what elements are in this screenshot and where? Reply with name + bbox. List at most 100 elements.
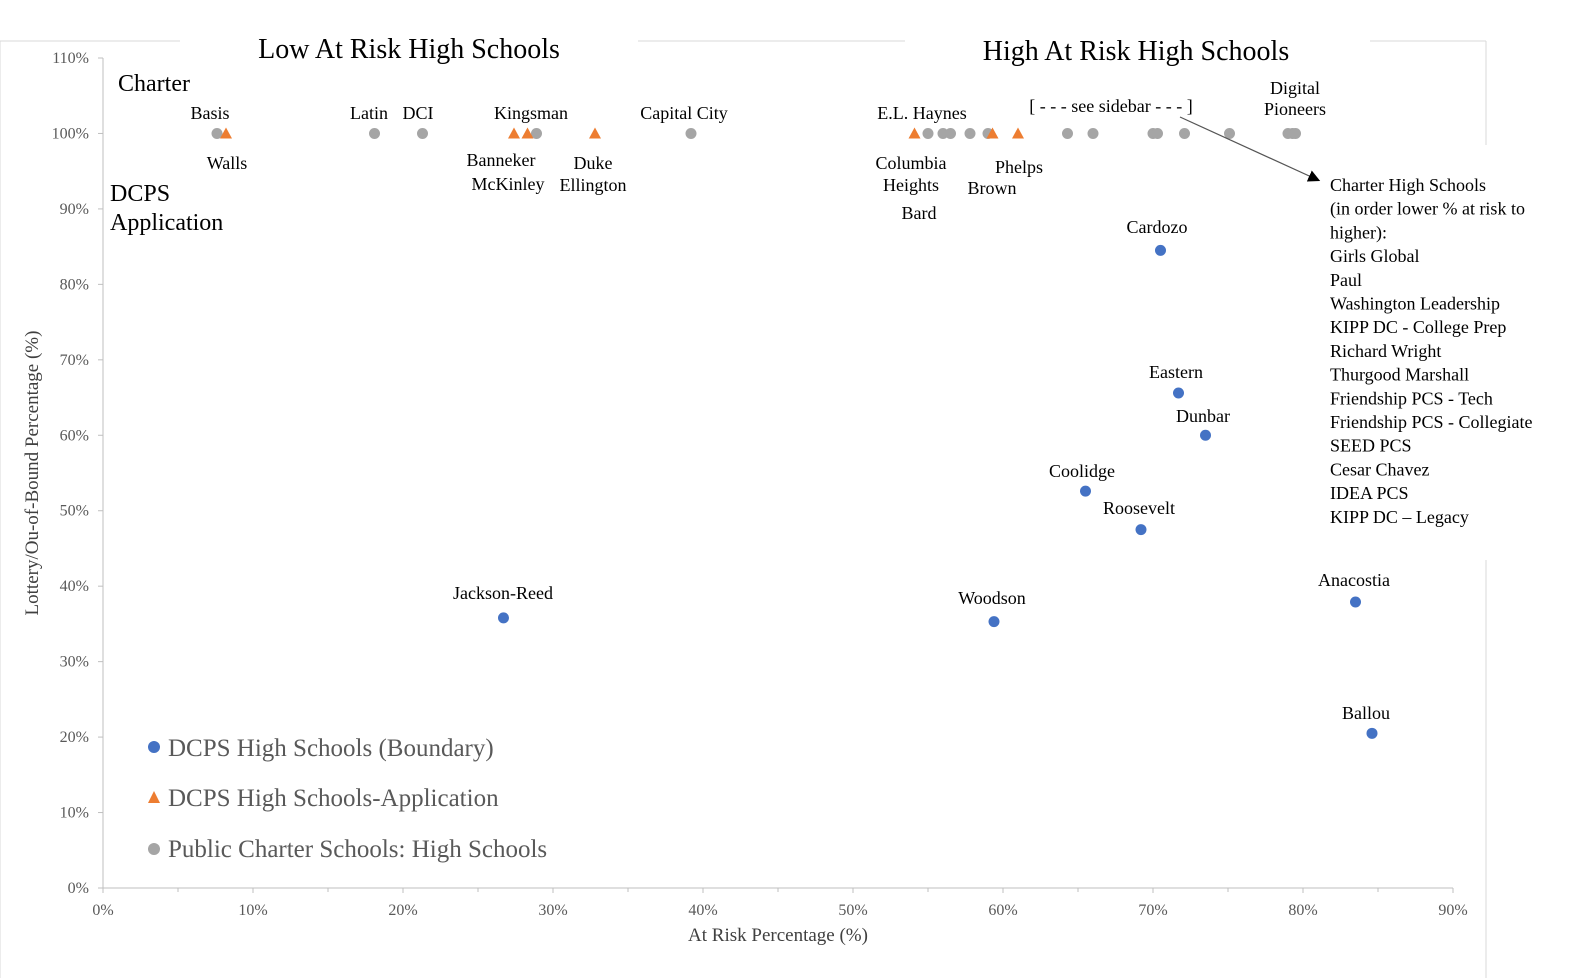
point-label-dci: DCI: [403, 103, 434, 123]
point-label-woodson: Woodson: [958, 588, 1026, 608]
data-point: [986, 127, 999, 139]
point-label-heights: Heights: [883, 175, 939, 195]
point-label-jackson-reed: Jackson-Reed: [453, 583, 553, 603]
point-label-eastern: Eastern: [1149, 362, 1203, 382]
data-point: [1155, 244, 1166, 256]
y-tick-label: 50%: [60, 503, 89, 520]
sidebar-arrow: [1179, 116, 1321, 182]
sidebar-line: Richard Wright: [1330, 341, 1441, 361]
point-label-cardozo: Cardozo: [1127, 217, 1188, 237]
data-point: [685, 127, 697, 139]
point-label-kingsman: Kingsman: [494, 103, 568, 123]
sidebar-line: Paul: [1330, 270, 1362, 290]
data-point: [521, 127, 534, 139]
data-point: [1173, 387, 1184, 399]
data-point: [1224, 127, 1235, 139]
sidebar-line: higher):: [1330, 222, 1387, 243]
x-axis-ticks: 0% 10% 20% 30% 40% 50% 60% 70% 80% 90%: [92, 888, 1468, 919]
data-point: [508, 127, 520, 139]
data-point: [589, 127, 601, 139]
data-point: [220, 127, 232, 139]
sidebar-line: Cesar Chavez: [1330, 459, 1429, 479]
point-label-see-sidebar: [ - - - see sidebar - - - ]: [1029, 96, 1192, 116]
sidebar-line: SEED PCS: [1330, 436, 1412, 456]
sidebar-line: Thurgood Marshall: [1330, 365, 1469, 385]
sidebar-line: (in order lower % at risk to: [1330, 199, 1525, 220]
data-point: [1080, 485, 1091, 497]
data-point: [964, 127, 976, 139]
point-label-coolidge: Coolidge: [1049, 461, 1115, 481]
point-label-ellington: Ellington: [560, 175, 627, 195]
sidebar-line: IDEA PCS: [1330, 483, 1409, 503]
application-group-label: Application: [110, 210, 223, 236]
x-tick-label: 0%: [92, 902, 113, 919]
charter-group-label: Charter: [118, 71, 190, 97]
point-label-columbia: Columbia: [876, 153, 947, 173]
y-tick-label: 30%: [60, 654, 89, 671]
point-label-ballou: Ballou: [1342, 703, 1390, 723]
legend-label-boundary: DCPS High Schools (Boundary): [168, 735, 494, 762]
data-point: [1366, 727, 1378, 739]
sidebar-line: Friendship PCS - Collegiate: [1330, 412, 1533, 432]
legend: DCPS High Schools (Boundary) DCPS High S…: [148, 735, 547, 863]
data-point: [1152, 127, 1163, 139]
legend-label-charter: Public Charter Schools: High Schools: [168, 836, 547, 863]
data-point: [531, 127, 542, 139]
legend-marker-application: [148, 791, 160, 803]
data-point: [1179, 127, 1190, 139]
point-label-basis: Basis: [190, 103, 229, 123]
y-tick-label: 40%: [60, 578, 89, 595]
legend-marker-boundary: [148, 741, 160, 753]
sidebar-line: Friendship PCS - Tech: [1330, 388, 1493, 408]
point-label-bard: Bard: [902, 203, 937, 223]
y-tick-label: 80%: [60, 276, 89, 293]
x-tick-label: 60%: [988, 902, 1017, 919]
y-tick-label: 10%: [60, 805, 89, 822]
point-labels: Basis Walls Latin DCI Kingsman Banneker …: [190, 78, 1390, 723]
point-label-dunbar: Dunbar: [1176, 406, 1230, 426]
y-tick-label: 100%: [52, 125, 89, 142]
x-tick-label: 30%: [538, 902, 567, 919]
point-label-digital: Digital: [1270, 78, 1320, 98]
x-tick-label: 20%: [388, 902, 417, 919]
y-axis-ticks: 0% 10% 20% 30% 40% 50% 60% 70% 80% 90% 100% 110%: [52, 50, 103, 897]
point-label-banneker: Banneker: [467, 150, 536, 170]
y-axis-label: Lottery/Ou-of-Bound Percentage (%): [22, 331, 43, 616]
x-tick-label: 80%: [1288, 902, 1317, 919]
sidebar-line: KIPP DC – Legacy: [1330, 507, 1469, 527]
y-tick-label: 70%: [60, 352, 89, 369]
x-tick-label: 70%: [1138, 902, 1167, 919]
data-point: [988, 616, 1000, 628]
y-tick-label: 90%: [60, 201, 89, 218]
dcps-group-label: DCPS: [110, 181, 170, 207]
data-point: [1062, 127, 1073, 139]
legend-label-application: DCPS High Schools-Application: [168, 785, 499, 812]
data-point: [1135, 524, 1147, 536]
data-point: [908, 127, 921, 139]
x-axis-label: At Risk Percentage (%): [688, 925, 868, 946]
point-label-pioneers: Pioneers: [1264, 99, 1326, 119]
sidebar-line: KIPP DC - College Prep: [1330, 317, 1506, 337]
point-label-latin: Latin: [350, 103, 388, 123]
point-label-mckinley: McKinley: [472, 174, 545, 194]
data-point: [1012, 127, 1024, 139]
point-label-brown: Brown: [968, 178, 1017, 198]
data-point: [922, 127, 934, 139]
sidebar-line: Washington Leadership: [1330, 294, 1500, 314]
data-point: [417, 127, 428, 139]
x-tick-label: 40%: [688, 902, 717, 919]
y-tick-label: 20%: [60, 729, 89, 746]
data-point: [498, 612, 509, 624]
x-tick-label: 10%: [238, 902, 267, 919]
data-point: [945, 127, 956, 139]
sidebar-line: Charter High Schools: [1330, 175, 1486, 195]
data-point: [1350, 596, 1361, 608]
data-points: [211, 127, 1378, 739]
point-label-phelps: Phelps: [995, 157, 1043, 177]
point-label-duke: Duke: [574, 153, 613, 173]
high-risk-title: High At Risk High Schools: [983, 36, 1289, 67]
data-point: [369, 127, 380, 139]
x-tick-label: 90%: [1438, 902, 1467, 919]
legend-marker-charter: [148, 843, 160, 855]
